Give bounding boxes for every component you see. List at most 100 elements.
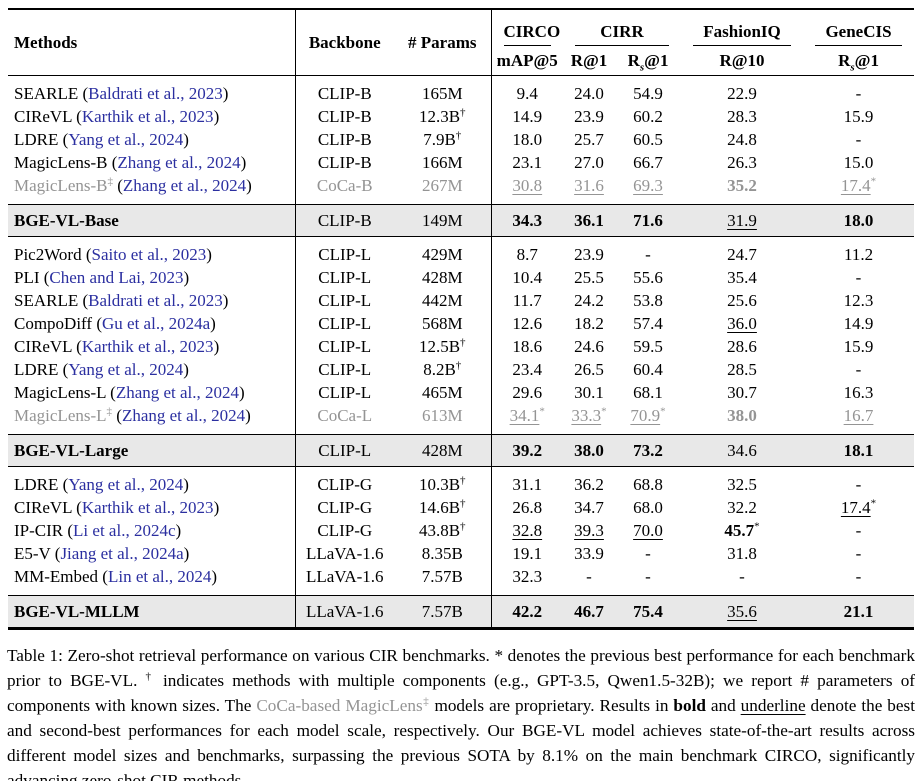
- citation-paren: (: [98, 567, 108, 586]
- metric-number: 18.2: [574, 314, 604, 333]
- metric-value: 29.6: [490, 381, 563, 404]
- citation-link[interactable]: Jiang et al., 2024a: [60, 544, 184, 563]
- metric-number: 18.0: [512, 130, 543, 149]
- metric-value: -: [803, 266, 914, 289]
- metric-number: 38.0: [574, 441, 604, 460]
- metric-value: 27.0: [563, 151, 615, 174]
- method-cell: CIReVL (Karthik et al., 2023): [8, 105, 295, 128]
- metric-number: 24.8: [727, 130, 757, 149]
- metric-number: 28.5: [727, 360, 757, 379]
- method-cell: CompoDiff (Gu et al., 2024a): [8, 312, 295, 335]
- citation-paren: (: [58, 475, 69, 494]
- metric-value: 68.0: [615, 496, 681, 519]
- metric-value: -: [615, 542, 681, 565]
- metric-value: 18.6: [490, 335, 563, 358]
- backbone-cell: CoCa-B: [294, 174, 394, 205]
- backbone-cell: LLaVA-1.6: [294, 542, 394, 565]
- caption-segment: indicates methods with multiple componen…: [7, 671, 916, 715]
- method-cell: CIReVL (Karthik et al., 2023): [8, 335, 295, 358]
- prev-best-star: *: [660, 405, 666, 418]
- citation-link[interactable]: Baldrati et al., 2023: [88, 84, 223, 103]
- metric-number: 34.3: [512, 211, 543, 230]
- metric-number: 27.0: [574, 153, 604, 172]
- backbone-cell: CLIP-L: [294, 312, 394, 335]
- metric-value: 32.2: [681, 496, 803, 519]
- method-cell: MM-Embed (Lin et al., 2024): [8, 565, 295, 596]
- metric-number: 31.8: [727, 544, 757, 563]
- metric-value: 32.8: [490, 519, 563, 542]
- citation-paren: ): [210, 314, 216, 333]
- metric-number: -: [855, 268, 862, 287]
- metric-value: 36.2: [563, 467, 615, 497]
- metric-value: 23.1: [490, 151, 563, 174]
- params-cell: 428M: [421, 268, 463, 287]
- method-cell: Pic2Word (Saito et al., 2023): [8, 237, 295, 267]
- citation-link[interactable]: Baldrati et al., 2023: [88, 291, 223, 310]
- metric-number: 36.0: [727, 314, 757, 333]
- metric-value: 16.3: [803, 381, 914, 404]
- method-row: PLI (Chen and Lai, 2023) CLIP-L 428M 10.4 25…: [8, 266, 914, 289]
- method-row: MagicLens-L (Zhang et al., 2024) CLIP-L 46…: [8, 381, 914, 404]
- citation-link[interactable]: Zhang et al., 2024: [115, 383, 240, 402]
- backbone-cell: CLIP-B: [294, 105, 394, 128]
- metric-value: 73.2: [615, 434, 682, 467]
- prev-best-star: *: [870, 175, 877, 188]
- method-name: MagicLens-L: [14, 406, 107, 425]
- citation-link[interactable]: Gu et al., 2024a: [102, 314, 211, 333]
- metric-value: 14.9: [803, 312, 914, 335]
- citation-paren: (: [78, 291, 89, 310]
- metric-value: 12.3: [803, 289, 914, 312]
- citation-link[interactable]: Karthik et al., 2023: [81, 337, 214, 356]
- citation-link[interactable]: Zhang et al., 2024: [121, 406, 246, 425]
- metric-number: 15.9: [843, 337, 874, 356]
- metric-value: -: [803, 358, 914, 381]
- citation-link[interactable]: Yang et al., 2024: [68, 130, 184, 149]
- metric-value: 31.9: [681, 204, 804, 237]
- metric-value: 57.4: [615, 312, 681, 335]
- caption-segment: models are proprietary. Results in: [429, 696, 674, 715]
- backbone-cell: LLaVA-1.6: [294, 565, 394, 596]
- citation-link[interactable]: Saito et al., 2023: [91, 245, 207, 264]
- metric-value: 46.7: [563, 595, 615, 629]
- citation-link[interactable]: Lin et al., 2024: [107, 567, 212, 586]
- metric-number: -: [645, 245, 651, 264]
- metric-value: -: [803, 542, 914, 565]
- citation-link[interactable]: Chen and Lai, 2023: [49, 268, 184, 287]
- metric-number: 53.8: [633, 291, 663, 310]
- backbone-cell: CLIP-L: [294, 236, 394, 266]
- metric-value: 23.9: [563, 105, 615, 128]
- citation-link[interactable]: Zhang et al., 2024: [122, 176, 247, 195]
- citation-paren: ): [183, 360, 189, 379]
- metric-value: 18.1: [803, 434, 915, 467]
- metric-number: 36.2: [574, 475, 604, 494]
- method-name: LDRE: [14, 475, 59, 494]
- metric-number: 66.7: [633, 153, 663, 172]
- metric-value: -: [563, 565, 615, 596]
- citation-link[interactable]: Yang et al., 2024: [68, 475, 184, 494]
- method-name: LDRE: [14, 130, 59, 149]
- multi-component-dagger: †: [460, 106, 466, 119]
- metric-number: 33.9: [574, 544, 604, 563]
- metric-value: 45.7*: [681, 519, 803, 542]
- metric-value: 24.6: [563, 335, 615, 358]
- metric-value: 21.1: [803, 595, 915, 629]
- metric-value: -: [803, 467, 914, 497]
- citation-link[interactable]: Karthik et al., 2023: [81, 107, 214, 126]
- citation-link[interactable]: Li et al., 2024c: [73, 521, 176, 540]
- params-cell: 7.57B: [394, 595, 491, 629]
- citation-link[interactable]: Zhang et al., 2024: [117, 153, 241, 172]
- citation-link[interactable]: Karthik et al., 2023: [81, 498, 214, 517]
- citation-paren: ): [183, 475, 189, 494]
- metric-value: 25.6: [681, 289, 803, 312]
- metric-number: 15.9: [843, 107, 874, 126]
- backbone-cell: CLIP-L: [294, 266, 394, 289]
- backbone-cell: CLIP-G: [294, 496, 394, 519]
- citation-link[interactable]: Yang et al., 2024: [68, 360, 184, 379]
- backbone-cell: CLIP-B: [294, 128, 394, 151]
- caption-segment: and: [705, 696, 741, 715]
- metric-number: 24.6: [574, 337, 604, 356]
- metric-header-rs1: Rs@1: [615, 46, 682, 76]
- metric-value: 53.8: [615, 289, 681, 312]
- metric-number: 68.0: [633, 498, 663, 517]
- citation-paren: ): [213, 498, 220, 517]
